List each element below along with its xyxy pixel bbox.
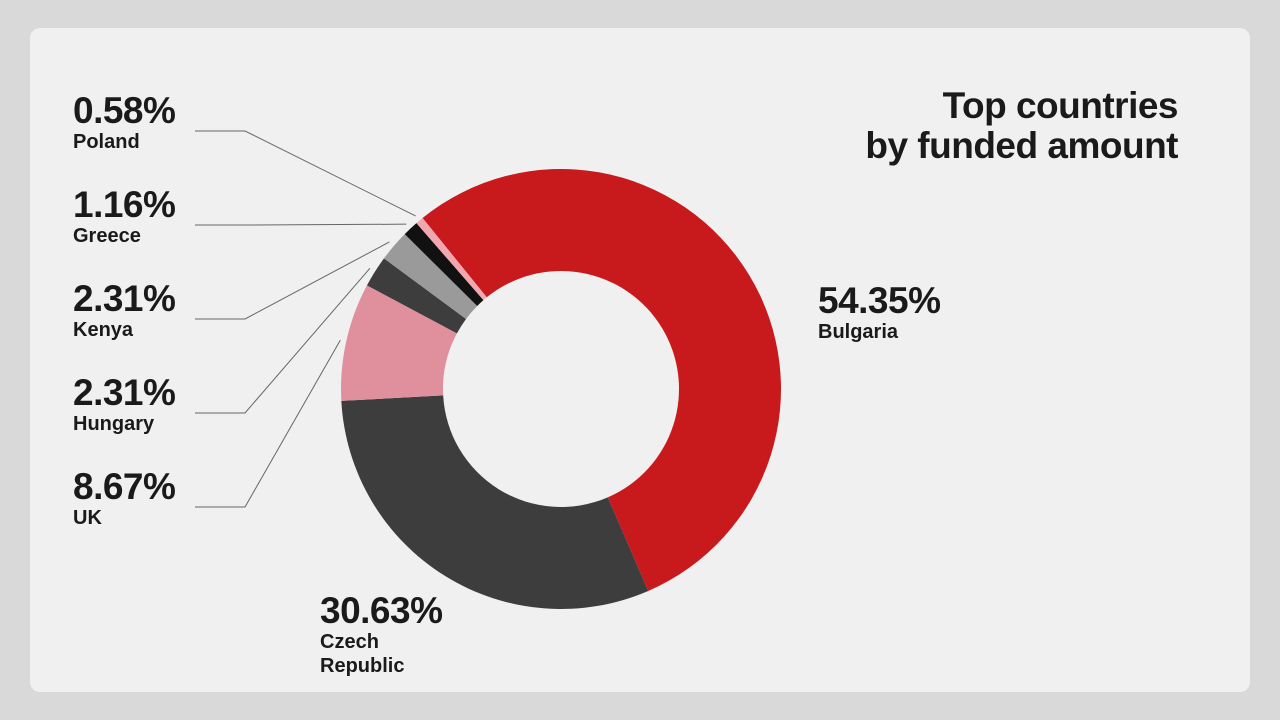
donut-segment (341, 395, 649, 610)
donut-segment (366, 258, 467, 334)
data-label: 30.63% Czech Republic (320, 590, 443, 678)
data-label: 2.31% Hungary (73, 372, 176, 436)
value-label: 2.31% (73, 278, 176, 319)
data-label: 54.35% Bulgaria (818, 282, 941, 344)
leader-line (195, 241, 390, 320)
value-label: 1.16% (73, 184, 176, 225)
category-label: Bulgaria (818, 321, 899, 343)
donut-segment (416, 218, 487, 301)
leader-line (195, 268, 371, 414)
value-label: 2.31% (73, 372, 176, 413)
donut-segment (422, 169, 781, 591)
category-label: Czech Republic (320, 631, 405, 677)
leader-line (195, 130, 416, 217)
data-label: 8.67% UK (73, 466, 176, 530)
category-label: Hungary (73, 413, 155, 435)
leader-line (195, 339, 341, 508)
chart-title: Top countries by funded amount (865, 85, 1178, 166)
value-label: 54.35% (818, 280, 941, 321)
category-label: Kenya (73, 319, 134, 341)
data-label: 0.58% Poland (73, 90, 176, 154)
donut-segment (404, 223, 484, 306)
donut-segment (383, 234, 478, 319)
category-label: Poland (73, 131, 140, 153)
data-label: 2.31% Kenya (73, 278, 176, 342)
leader-line (195, 223, 407, 226)
donut-segment (341, 285, 457, 401)
value-label: 8.67% (73, 466, 176, 507)
category-label: Greece (73, 225, 141, 247)
value-label: 30.63% (320, 590, 443, 631)
value-label: 0.58% (73, 90, 176, 131)
category-label: UK (73, 507, 102, 529)
data-label: 1.16% Greece (73, 184, 176, 248)
